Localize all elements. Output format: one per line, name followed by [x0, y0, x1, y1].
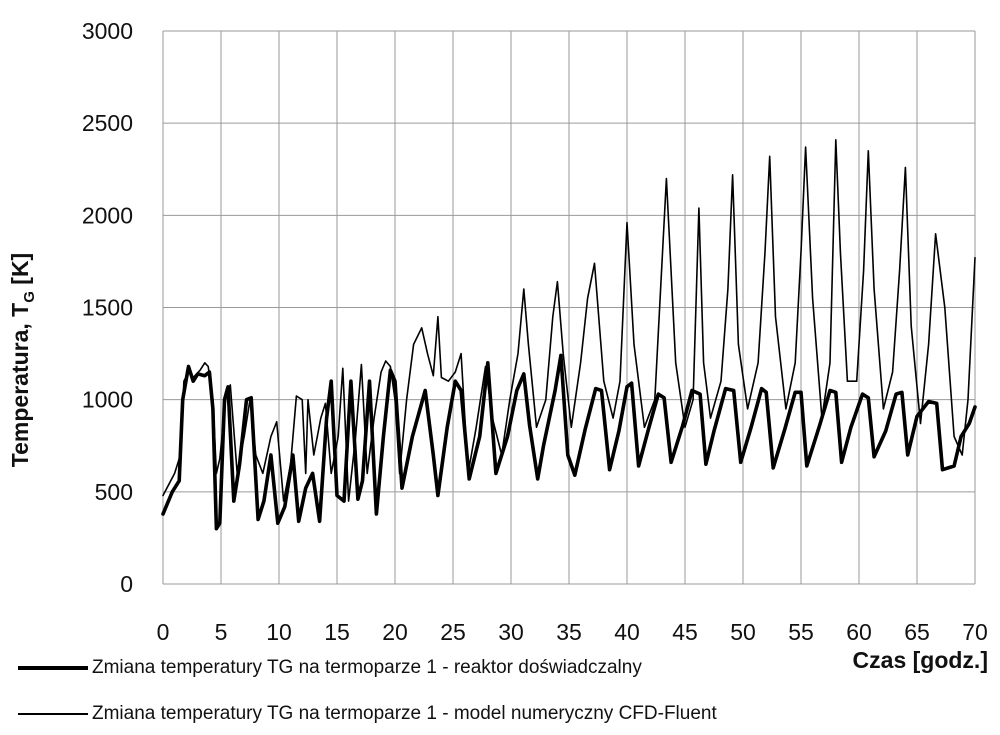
legend-label-model: Zmiana temperatury TG na termoparze 1 - … — [92, 703, 717, 724]
x-tick-label-6: 30 — [498, 619, 524, 645]
series-layer — [161, 139, 977, 531]
series-line-1 — [162, 139, 976, 502]
y-tick-label-2: 1000 — [82, 387, 133, 413]
y-tick-label-5: 2500 — [82, 110, 133, 136]
x-tick-label-2: 10 — [266, 619, 292, 645]
y-tick-label-1: 500 — [95, 479, 133, 505]
y-axis-title-unit: [K] — [7, 253, 33, 291]
x-tick-label-0: 0 — [157, 619, 170, 645]
x-axis-title: Czas [godz.] — [853, 647, 988, 673]
y-tick-label-6: 3000 — [82, 18, 133, 44]
y-axis-title-main: Temperatura, T — [7, 303, 33, 467]
series-line-0 — [161, 353, 977, 531]
x-tick-label-9: 45 — [672, 619, 698, 645]
x-tick-label-11: 55 — [788, 619, 814, 645]
y-tick-label-0: 0 — [120, 571, 133, 597]
legend-item-reaktor: Zmiana temperatury TG na termoparze 1 - … — [18, 657, 642, 679]
x-tick-label-4: 20 — [382, 619, 408, 645]
x-tick-label-7: 35 — [556, 619, 582, 645]
x-tick-label-10: 50 — [730, 619, 756, 645]
y-tick-label-3: 1500 — [82, 295, 133, 321]
x-tick-label-5: 25 — [440, 619, 466, 645]
y-axis-title-subscript: G — [21, 291, 38, 303]
y-axis-title: Temperatura, TG [K] — [7, 253, 38, 467]
legend-swatch-thick — [18, 666, 88, 670]
x-tick-label-8: 40 — [614, 619, 640, 645]
legend-item-model: Zmiana temperatury TG na termoparze 1 - … — [18, 703, 717, 725]
x-tick-label-1: 5 — [215, 619, 228, 645]
x-tick-labels: 0 5 10 15 20 25 30 35 40 45 50 55 60 65 70 — [157, 619, 988, 645]
x-tick-label-3: 15 — [324, 619, 350, 645]
y-tick-labels: 0 500 1000 1500 2000 2500 3000 — [82, 18, 133, 597]
x-tick-label-12: 60 — [846, 619, 872, 645]
y-tick-label-4: 2000 — [82, 202, 133, 228]
x-tick-label-14: 70 — [962, 619, 988, 645]
x-tick-label-13: 65 — [904, 619, 930, 645]
legend-swatch-thin — [18, 713, 88, 715]
legend-label-reaktor: Zmiana temperatury TG na termoparze 1 - … — [92, 657, 642, 678]
